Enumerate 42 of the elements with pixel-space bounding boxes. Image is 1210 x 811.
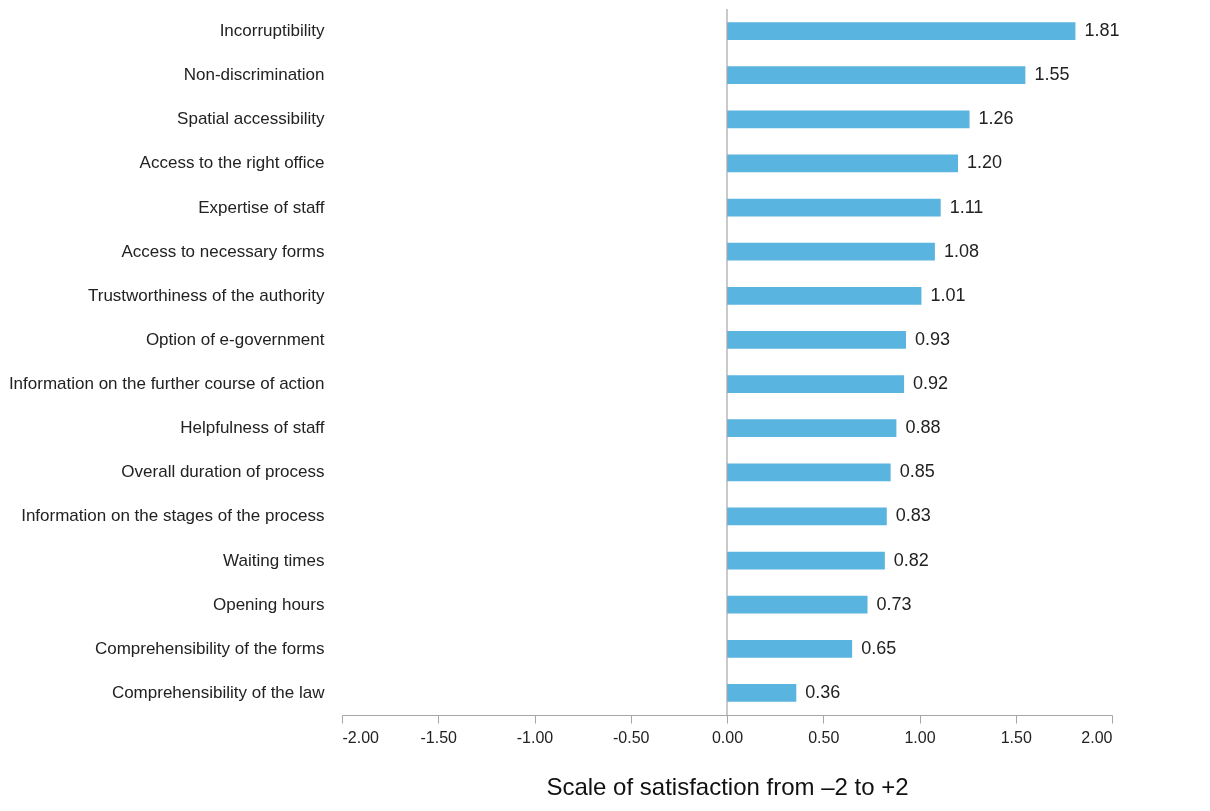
x-tick-label: -0.50 [613,728,650,746]
data-label: 0.65 [861,637,897,658]
data-label: 1.55 [1034,64,1070,85]
y-tick-label: Access to necessary forms [121,241,325,261]
data-label: 0.85 [899,461,935,482]
y-tick-label: Helpfulness of staff [180,418,325,438]
x-tick-label: 2.00 [1081,728,1113,746]
y-tick-label: Trustworthiness of the authority [87,285,325,305]
x-tick-label: 0.50 [808,728,840,746]
y-tick-label: Overall duration of process [121,462,325,482]
data-label: 1.20 [967,152,1003,173]
y-tick-label: Spatial accessibility [177,109,325,129]
data-label: 0.82 [893,549,929,570]
x-tick-label: -2.00 [342,728,380,746]
y-tick-label: Opening hours [212,594,325,614]
data-label: 0.92 [913,373,949,394]
y-tick-label: Incorruptibility [219,21,325,41]
y-tick-label: Comprehensibility of the forms [94,638,325,658]
x-tick-label: 1.00 [904,728,936,746]
x-tick-label: -1.00 [516,728,554,746]
data-label: 0.83 [895,505,931,526]
y-tick-label: Waiting times [223,550,325,570]
data-label: 0.36 [805,681,841,702]
data-label: 1.01 [930,284,966,305]
y-tick-label: Information on the further course of action [8,374,325,394]
y-tick-label: Information on the stages of the process [21,506,325,526]
data-label: 1.81 [1084,20,1120,41]
y-tick-label: Option of e-government [145,329,325,349]
x-axis-title: Scale of satisfaction from –2 to +2 [546,772,909,800]
x-tick-label: 0.00 [711,728,744,746]
x-tick-label: 1.50 [1000,728,1032,746]
data-label: 1.26 [978,108,1014,129]
x-tick-label: -1.50 [420,728,458,746]
y-tick-label: Non-discrimination [183,65,325,85]
data-label: 0.88 [905,417,941,438]
data-label: 0.73 [876,593,912,614]
y-tick-label: Expertise of staff [198,197,325,217]
y-tick-label: Access to the right office [139,153,325,173]
data-label: 1.11 [949,196,984,217]
data-label: 0.93 [915,328,951,349]
data-label: 1.08 [943,240,979,261]
y-tick-label: Comprehensibility of the law [111,682,326,702]
